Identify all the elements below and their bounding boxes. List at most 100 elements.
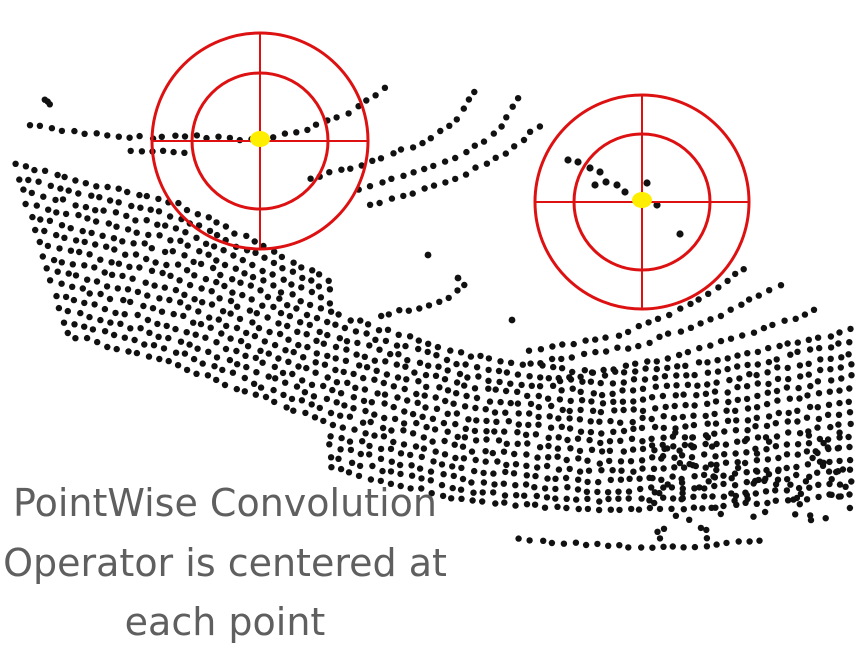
cloud-point (681, 441, 689, 449)
cloud-point (543, 462, 551, 470)
cloud-point (115, 260, 123, 267)
cloud-point (846, 339, 853, 346)
cloud-point (744, 361, 751, 369)
cloud-point (113, 223, 120, 230)
cloud-point (741, 459, 749, 467)
cloud-point (570, 340, 577, 348)
cloud-point (124, 188, 131, 196)
cloud-point (806, 403, 814, 411)
cloud-point (671, 464, 678, 471)
cloud-point (313, 337, 320, 344)
cloud-point (265, 350, 272, 357)
cloud-point (420, 445, 428, 452)
cloud-point (671, 402, 678, 410)
cloud-point (329, 421, 337, 429)
cloud-point (304, 343, 311, 351)
cloud-point (702, 464, 709, 471)
cloud-point (750, 513, 757, 520)
cloud-point (397, 146, 405, 153)
cloud-point (743, 449, 750, 456)
cloud-point (784, 340, 791, 347)
cloud-point (636, 475, 643, 482)
cloud-point (511, 143, 518, 150)
cloud-point (65, 187, 72, 194)
cloud-point (596, 460, 603, 467)
cloud-point (838, 375, 845, 382)
cloud-point (161, 248, 169, 256)
cloud-point (548, 402, 555, 410)
cloud-point (531, 484, 538, 491)
cloud-point (585, 467, 593, 474)
cloud-point (282, 379, 289, 386)
cloud-point (137, 204, 144, 211)
cloud-point (324, 352, 331, 360)
cloud-point (477, 352, 484, 360)
cloud-point (607, 506, 614, 513)
cloud-point (205, 251, 212, 258)
cloud-point (99, 232, 106, 239)
cloud-point (577, 428, 585, 435)
cloud-point (690, 493, 697, 500)
cloud-point (219, 366, 226, 374)
cloud-point (181, 149, 188, 156)
cloud-point (119, 272, 126, 280)
cloud-point (490, 470, 497, 477)
cloud-point (133, 229, 140, 236)
cloud-point (385, 311, 392, 318)
cloud-point (124, 226, 132, 233)
cloud-point (430, 182, 438, 189)
cloud-point (83, 334, 91, 342)
cloud-point (792, 315, 799, 322)
cloud-point (475, 373, 482, 380)
cloud-point (88, 192, 95, 199)
cloud-point (449, 484, 456, 492)
cloud-point (400, 441, 408, 448)
cloud-point (143, 192, 150, 200)
cloud-point (380, 379, 387, 387)
cloud-point (335, 311, 342, 318)
cloud-point (498, 123, 505, 130)
cloud-point (77, 309, 84, 317)
cloud-point (297, 319, 304, 326)
cloud-point (316, 328, 323, 336)
cloud-point (739, 332, 746, 339)
cloud-point (215, 316, 222, 323)
cloud-point (836, 457, 843, 465)
cloud-point (332, 366, 339, 374)
cloud-point (558, 365, 566, 372)
cloud-point (395, 331, 402, 338)
cloud-point (628, 505, 635, 513)
cloud-point (482, 448, 489, 455)
cloud-point (707, 342, 714, 349)
cloud-point (141, 341, 148, 348)
cloud-point (393, 361, 400, 368)
cloud-point (371, 432, 378, 439)
cloud-point (472, 164, 479, 171)
cloud-point (711, 410, 718, 418)
cloud-point (44, 242, 52, 250)
cloud-point (181, 133, 189, 140)
cloud-point (462, 171, 470, 178)
cloud-point (653, 365, 660, 373)
cloud-point (154, 320, 161, 328)
cloud-point (233, 324, 241, 332)
cloud-point (393, 342, 401, 349)
cloud-point (744, 427, 751, 434)
cloud-point (682, 362, 689, 369)
cloud-point (619, 387, 626, 394)
cloud-point (191, 296, 198, 303)
cloud-point (264, 314, 271, 321)
kernel-left (150, 31, 370, 251)
cloud-point (606, 438, 614, 445)
cloud-point (596, 418, 603, 425)
cloud-point (323, 395, 331, 403)
cloud-point (600, 366, 607, 374)
cloud-point (521, 492, 528, 499)
cloud-point (732, 427, 740, 434)
cloud-point (720, 472, 727, 479)
cloud-point (195, 222, 203, 229)
cloud-point (217, 271, 224, 279)
cloud-point (388, 175, 395, 182)
cloud-point (58, 222, 66, 229)
cloud-point (638, 544, 645, 551)
